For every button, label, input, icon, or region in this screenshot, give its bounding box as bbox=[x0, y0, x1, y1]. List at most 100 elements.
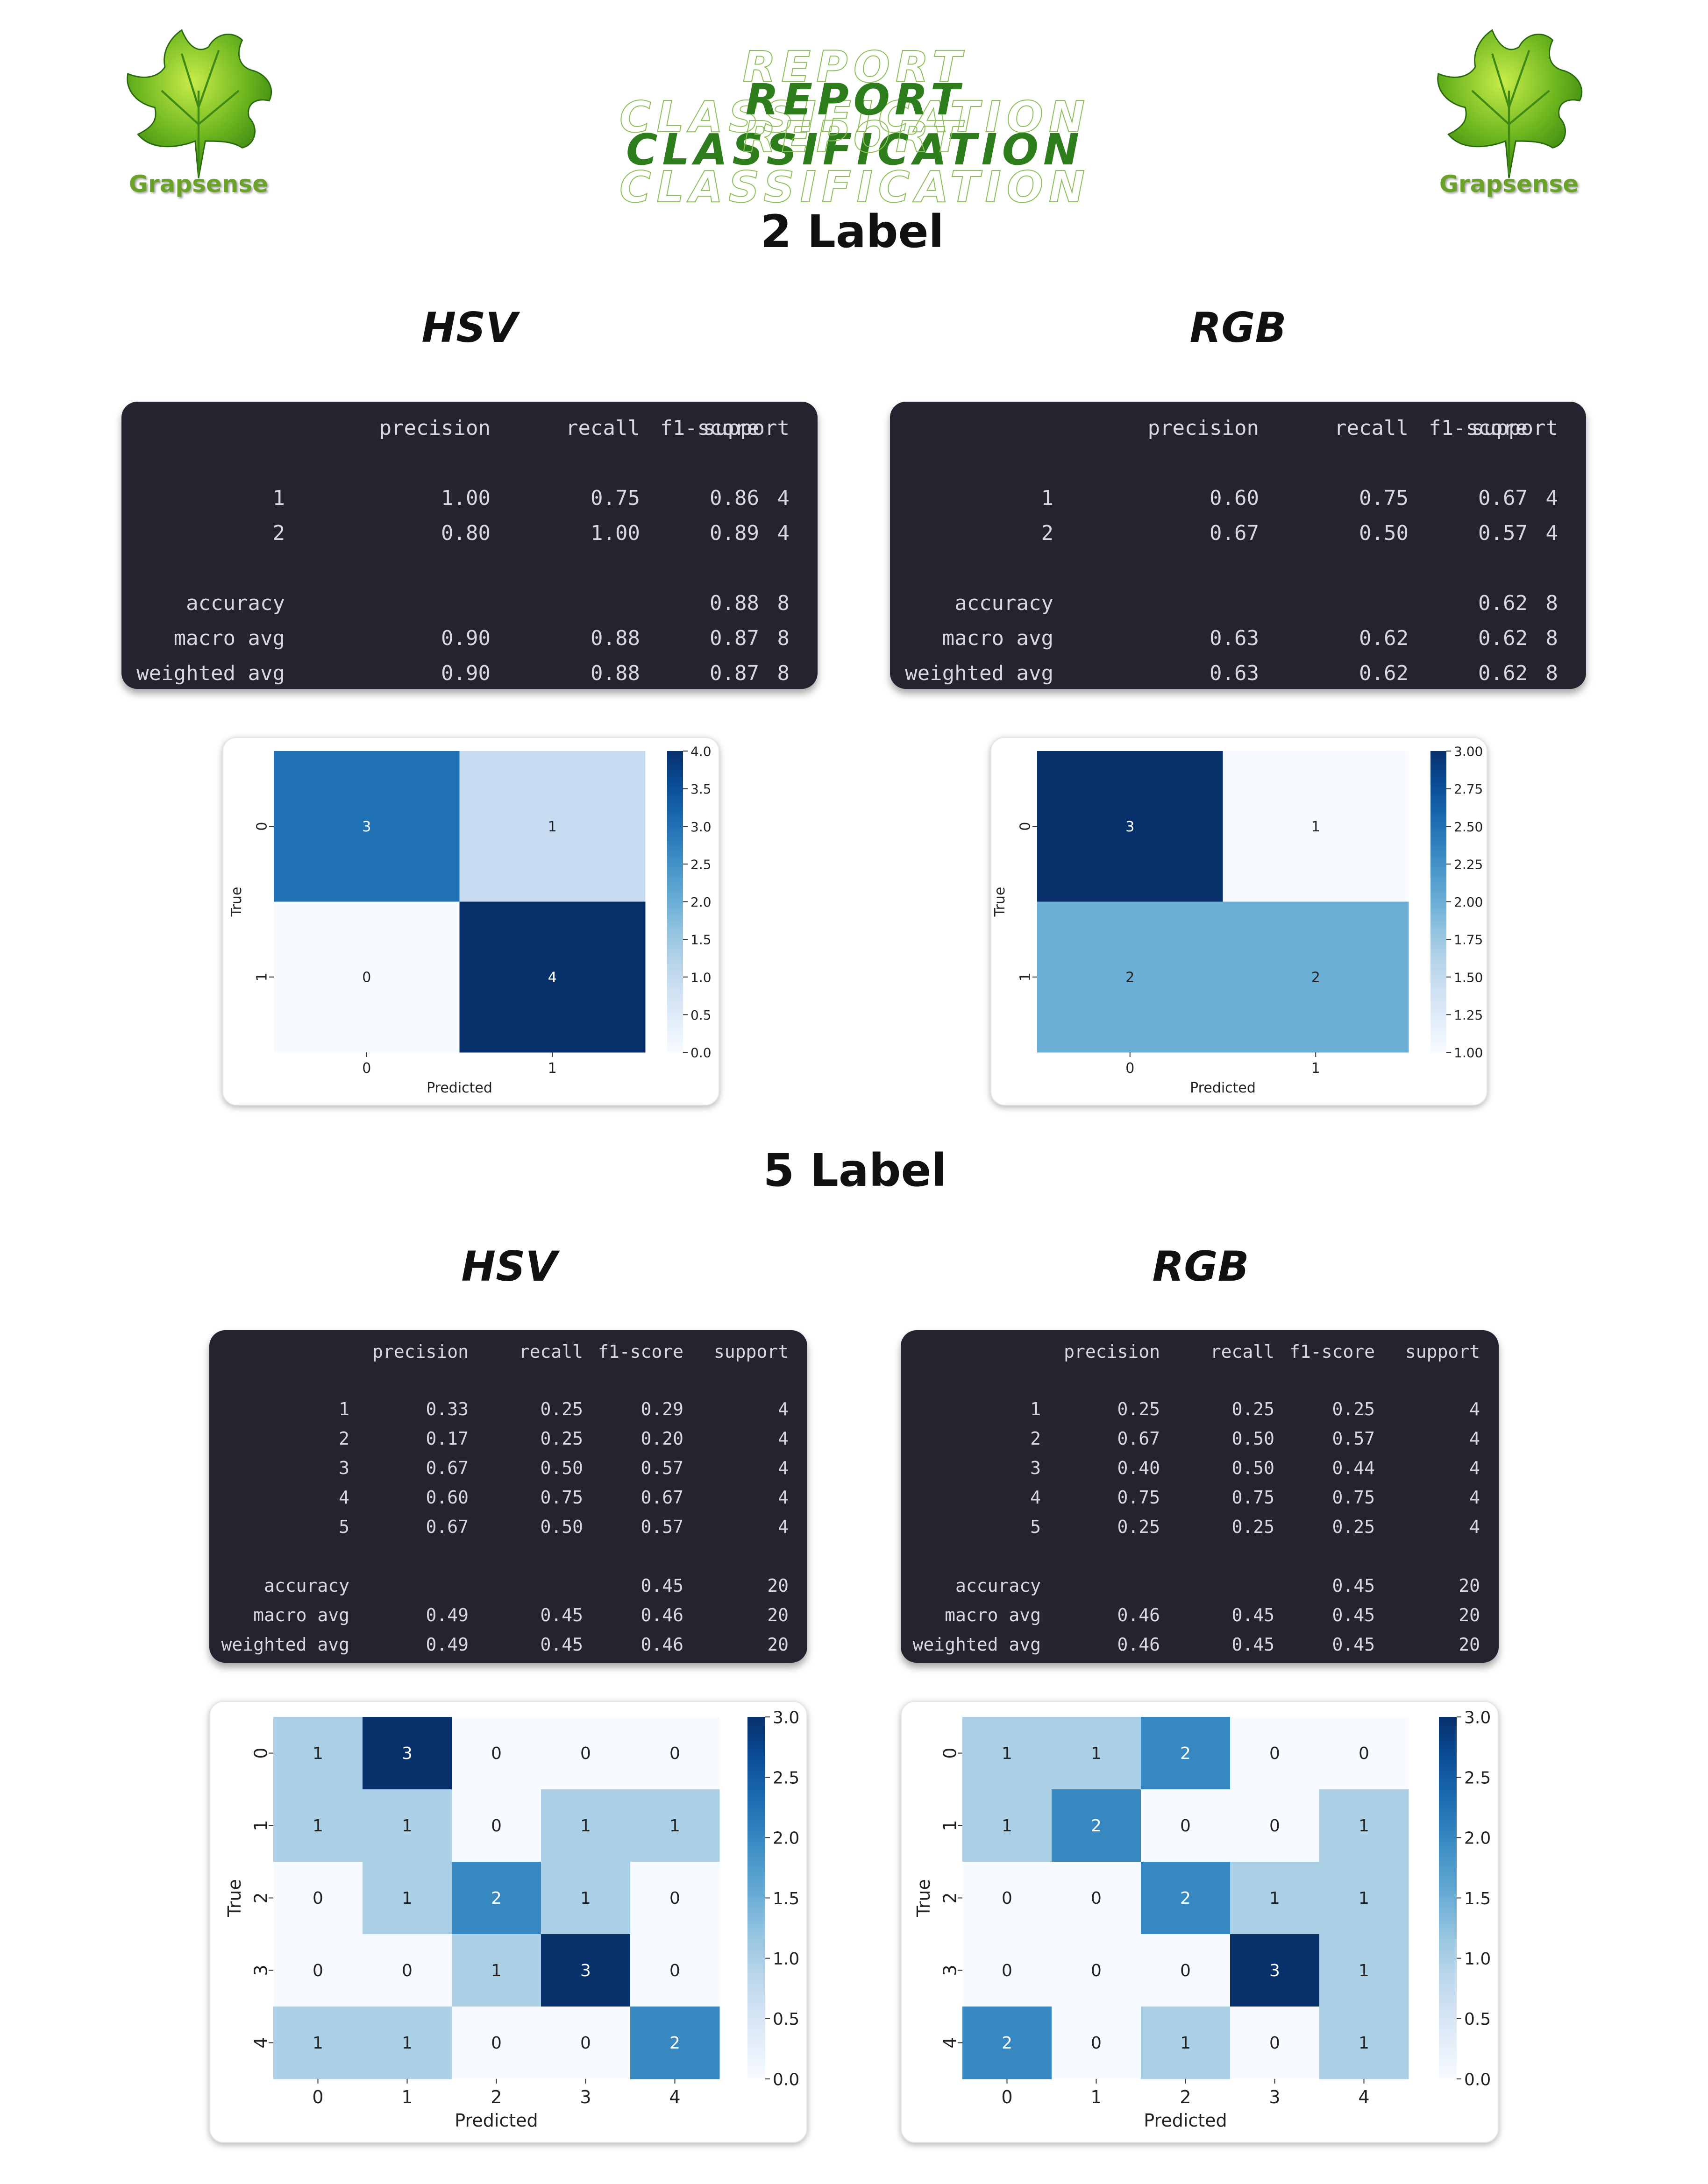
x-axis-label: Predicted bbox=[427, 1080, 492, 1096]
report-cell-value: 8 bbox=[777, 626, 790, 650]
heatmap-cell-label: 0 bbox=[1091, 1961, 1102, 1980]
heatmap-cell bbox=[363, 1789, 452, 1862]
x-tick-label: 1 bbox=[401, 2087, 413, 2107]
report-cell-value: 4 bbox=[1545, 486, 1559, 510]
report-cell-value: 0.45 bbox=[1231, 1634, 1274, 1655]
colorbar-tick-label: 0.5 bbox=[1464, 2010, 1491, 2029]
heatmap-cell bbox=[1141, 1717, 1231, 1790]
heatmap-cell-label: 3 bbox=[402, 1744, 413, 1763]
heatmap-svg: 3 1 0 4 0 1 0 1 Predicted True 0.0 0.5 1.0 1.5 2.0 2.5 3… bbox=[228, 744, 712, 1097]
heatmap-cell-label: 2 bbox=[1180, 1744, 1191, 1763]
report-column-header: precision bbox=[379, 416, 491, 440]
report-cell-value: 0.25 bbox=[1332, 1399, 1375, 1420]
report-column-header: f1-score bbox=[1429, 416, 1528, 440]
report-row-label: macro avg bbox=[173, 626, 285, 650]
report-row-label: 1 bbox=[1030, 1399, 1041, 1420]
heatmap-cell bbox=[452, 1862, 541, 1935]
heatmap-cell bbox=[1230, 2007, 1320, 2079]
heatmap-cell-label: 1 bbox=[580, 1816, 591, 1836]
heatmap-cell bbox=[962, 1934, 1052, 2007]
report-cell-value: 4 bbox=[777, 521, 790, 545]
heatmap-cell-label: 1 bbox=[491, 1961, 502, 1980]
report-cell-value: 0.75 bbox=[1332, 1487, 1375, 1508]
colorbar-tick-label: 1.5 bbox=[690, 932, 712, 948]
colorbar bbox=[747, 1717, 765, 2079]
report-column-header: f1-score bbox=[598, 1341, 683, 1362]
report-cell-value: 20 bbox=[1459, 1575, 1480, 1596]
heatmap-cell-label: 0 bbox=[491, 1816, 502, 1836]
report-cell-value: 0.45 bbox=[1332, 1575, 1375, 1596]
colorbar-tick-label: 2.0 bbox=[773, 1829, 799, 1848]
heatmap-cell-label: 1 bbox=[1359, 1961, 1369, 1980]
report-cell-value: 0.90 bbox=[441, 661, 491, 685]
heatmap-cell bbox=[1141, 1789, 1231, 1862]
report-row-label: accuracy bbox=[955, 1575, 1041, 1596]
x-tick-label: 1 bbox=[1090, 2087, 1102, 2107]
y-tick-label: 0 bbox=[251, 1747, 271, 1759]
heatmap-cell bbox=[273, 1717, 363, 1790]
report-cell-value: 0.45 bbox=[540, 1634, 583, 1655]
colorbar-tick-label: 0.0 bbox=[1464, 2070, 1491, 2089]
colorbar-tick-label: 0.5 bbox=[773, 2010, 799, 2029]
report-cell-value: 0.50 bbox=[1359, 521, 1409, 545]
report-cell-value: 0.57 bbox=[1332, 1428, 1375, 1449]
report-cell-value: 4 bbox=[1469, 1517, 1480, 1538]
x-tick-label: 0 bbox=[362, 1060, 371, 1077]
heatmap-cell-label: 0 bbox=[1180, 1816, 1191, 1836]
report-cell-value: 0.46 bbox=[1117, 1634, 1160, 1655]
report-row-label: accuracy bbox=[186, 591, 285, 615]
y-axis-label: True bbox=[992, 887, 1008, 917]
colorbar-tick-label: 3.0 bbox=[1464, 1708, 1491, 1727]
heatmap-cell-label: 1 bbox=[402, 1816, 413, 1836]
report-cell-value: 4 bbox=[778, 1487, 789, 1508]
heatmap-cell bbox=[459, 901, 646, 1053]
report-column-header: support bbox=[1405, 1341, 1480, 1362]
colorbar-tick-label: 0.0 bbox=[773, 2070, 799, 2089]
heatmap-cell bbox=[363, 2007, 452, 2079]
heatmap-cell bbox=[273, 1862, 363, 1935]
heatmap-cell-label: 2 bbox=[1311, 969, 1320, 986]
heatmap-svg: 3 1 2 2 0 1 0 1 Predicted True 1.00 1.25 1.50 1.75 2.0… bbox=[992, 744, 1483, 1097]
heatmap-cell-label: 0 bbox=[669, 1744, 680, 1763]
panel-title-2-rgb: RGB bbox=[1189, 304, 1287, 352]
report-cell-value: 0.25 bbox=[1231, 1517, 1274, 1538]
report-cell-value: 0.20 bbox=[640, 1428, 683, 1449]
heatmap-cell bbox=[1223, 901, 1409, 1053]
report-cell-value: 0.25 bbox=[1117, 1399, 1160, 1420]
colorbar bbox=[1439, 1717, 1457, 2079]
heatmap-cell bbox=[1141, 1862, 1231, 1935]
heatmap-cell bbox=[1230, 1717, 1320, 1790]
heatmap-cell-label: 1 bbox=[402, 2034, 413, 2053]
report-cell-value: 8 bbox=[1545, 626, 1559, 650]
report-cell-value: 0.75 bbox=[1117, 1487, 1160, 1508]
report-cell-value: 0.89 bbox=[710, 521, 759, 545]
heatmap-cell-label: 1 bbox=[1269, 1889, 1280, 1908]
x-axis-label: Predicted bbox=[1190, 1080, 1256, 1096]
report-row-label: macro avg bbox=[942, 626, 1053, 650]
report-cell-value: 0.67 bbox=[1478, 486, 1528, 510]
report-row-label: weighted avg bbox=[136, 661, 285, 685]
heatmap-cell bbox=[1319, 1717, 1409, 1790]
heatmap-cell-label: 1 bbox=[313, 2034, 323, 2053]
heatmap-cell-label: 2 bbox=[669, 2034, 680, 2053]
report-row-label: 1 bbox=[272, 486, 285, 510]
colorbar-tick-label: 1.00 bbox=[1454, 1045, 1483, 1061]
report-cell-value: 0.67 bbox=[426, 1458, 469, 1479]
report-cell-value: 4 bbox=[777, 486, 790, 510]
y-tick-label: 3 bbox=[251, 1964, 271, 1976]
report-cell-value: 0.25 bbox=[540, 1399, 583, 1420]
report-cell-value: 0.49 bbox=[426, 1634, 469, 1655]
report-cell-value: 8 bbox=[777, 591, 790, 615]
y-tick-label: 1 bbox=[254, 972, 270, 981]
report-cell-value: 0.60 bbox=[426, 1487, 469, 1508]
heatmap-cell bbox=[1052, 2007, 1141, 2079]
colorbar bbox=[1430, 751, 1446, 1052]
colorbar-tick-label: 1.75 bbox=[1454, 932, 1483, 948]
report-cell-value: 0.46 bbox=[640, 1634, 683, 1655]
heatmap-cell bbox=[363, 1717, 452, 1790]
report-cell-value: 0.62 bbox=[1478, 661, 1528, 685]
heatmap-cell bbox=[630, 2007, 720, 2079]
colorbar-tick-label: 0.5 bbox=[690, 1007, 712, 1023]
heatmap-cell bbox=[1319, 1934, 1409, 2007]
report-cell-value: 0.50 bbox=[1231, 1428, 1274, 1449]
